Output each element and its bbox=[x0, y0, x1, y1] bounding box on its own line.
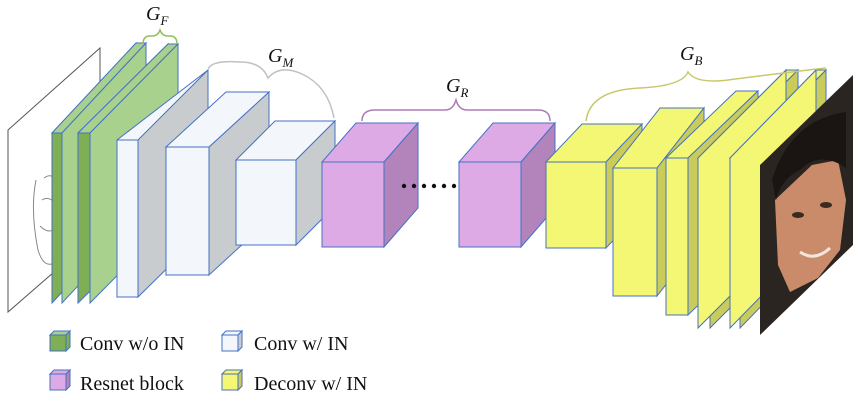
legend-swatch-conv-w-in bbox=[220, 329, 244, 353]
label-g-r: GR bbox=[446, 75, 468, 100]
brace-g-m bbox=[207, 60, 335, 119]
photo-face-icon bbox=[760, 75, 853, 335]
resnet-block-1 bbox=[320, 121, 420, 249]
label-g-f: GF bbox=[146, 3, 169, 28]
legend-label-conv-w-in: Conv w/ IN bbox=[254, 333, 348, 355]
resnet-ellipsis bbox=[401, 183, 457, 189]
brace-g-b bbox=[585, 67, 827, 122]
brace-g-f bbox=[142, 27, 178, 45]
legend: Conv w/o IN Conv w/ IN Resnet block Deco… bbox=[48, 329, 367, 395]
legend-label-conv-wo-in: Conv w/o IN bbox=[80, 333, 184, 355]
label-g-b: GB bbox=[680, 43, 702, 68]
legend-swatch-resnet bbox=[48, 368, 72, 392]
legend-swatch-deconv bbox=[220, 368, 244, 392]
label-g-m: GM bbox=[268, 45, 294, 70]
resnet-block-2 bbox=[457, 121, 557, 249]
legend-swatch-conv-wo-in bbox=[48, 329, 72, 353]
legend-label-deconv: Deconv w/ IN bbox=[254, 373, 367, 395]
brace-g-r bbox=[361, 97, 551, 122]
legend-label-resnet: Resnet block bbox=[80, 373, 184, 395]
